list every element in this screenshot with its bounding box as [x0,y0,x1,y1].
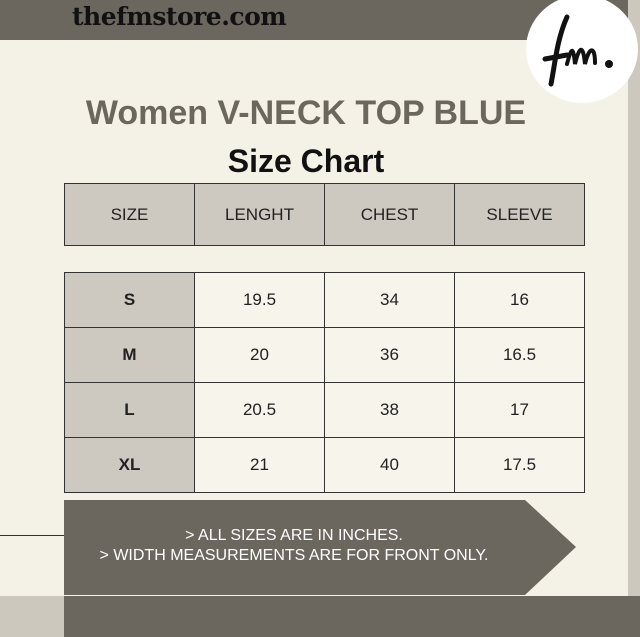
header-sleeve: SLEEVE [454,183,585,246]
chest-cell: 36 [324,327,455,383]
size-cell: XL [64,437,195,493]
length-cell: 21 [194,437,325,493]
chest-cell: 38 [324,382,455,438]
footer-bar [64,596,640,637]
size-table-header: SIZE LENGHT CHEST SLEEVE [64,183,585,246]
size-chart-heading: Size Chart [227,143,385,179]
header-size: SIZE [64,183,195,246]
length-cell: 20.5 [194,382,325,438]
table-row: L 20.5 38 17 [64,382,585,438]
chest-cell: 34 [324,272,455,328]
note-width: > WIDTH MEASUREMENTS ARE FOR FRONT ONLY. [99,547,489,564]
table-row: XL 21 40 17.5 [64,437,585,493]
footer-left-block [0,596,64,637]
header-chest: CHEST [324,183,455,246]
size-cell: M [64,327,195,383]
length-cell: 19.5 [194,272,325,328]
site-name: thefmstore.com [72,2,287,31]
notes-banner [64,500,576,595]
size-cell: L [64,382,195,438]
length-cell: 20 [194,327,325,383]
table-row: S 19.5 34 16 [64,272,585,328]
product-title: Women V-NECK TOP BLUE [85,94,527,132]
right-strip [628,0,640,596]
sleeve-cell: 17.5 [454,437,585,493]
sleeve-cell: 17 [454,382,585,438]
header-length: LENGHT [194,183,325,246]
sleeve-cell: 16.5 [454,327,585,383]
fm-signature-icon [542,14,613,87]
divider-line [0,535,64,536]
sleeve-cell: 16 [454,272,585,328]
notes: > ALL SIZES ARE IN INCHES. > WIDTH MEASU… [64,526,524,566]
chest-cell: 40 [324,437,455,493]
size-table: S 19.5 34 16 M 20 36 16.5 L 20.5 38 17 XL 21 40 17.5 [64,272,585,493]
table-row: M 20 36 16.5 [64,327,585,383]
brand-logo [526,0,638,103]
note-units: > ALL SIZES ARE IN INCHES. [185,527,403,544]
size-cell: S [64,272,195,328]
